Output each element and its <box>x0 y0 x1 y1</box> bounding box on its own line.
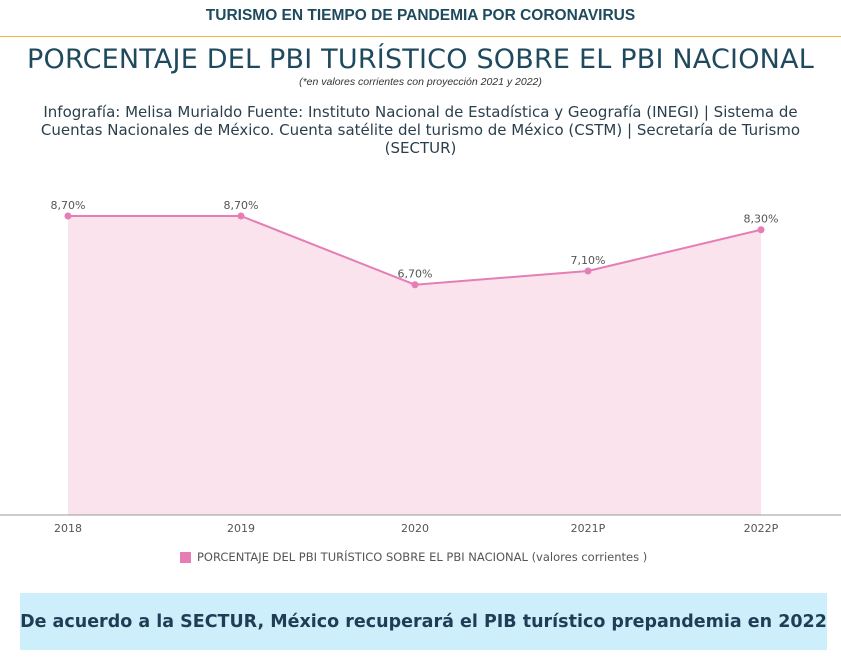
data-point <box>757 226 765 234</box>
data-label: 8,30% <box>744 213 779 226</box>
x-tick-label: 2018 <box>54 522 82 535</box>
x-tick-label: 2022P <box>744 522 779 535</box>
data-label: 8,70% <box>51 199 86 212</box>
legend-label: PORCENTAJE DEL PBI TURÍSTICO SOBRE EL PB… <box>197 550 648 564</box>
chart-subtitle: (*en valores corrientes con proyección 2… <box>299 76 542 88</box>
conclusion-banner: De acuerdo a la SECTUR, México recuperar… <box>20 593 827 650</box>
data-point <box>237 212 245 220</box>
banner-text: De acuerdo a la SECTUR, México recuperar… <box>20 611 827 632</box>
data-label: 8,70% <box>224 199 259 212</box>
legend-swatch <box>180 551 191 563</box>
chart-legend[interactable]: PORCENTAJE DEL PBI TURÍSTICO SOBRE EL PB… <box>180 549 647 565</box>
x-tick-label: 2021P <box>571 522 606 535</box>
data-point <box>584 267 592 275</box>
data-label: 6,70% <box>398 268 433 281</box>
header-divider <box>0 36 841 37</box>
area-chart: 8,70% 8,70% 6,70% 7,10% 8,30% 2018 2019 2020 202… <box>0 199 841 535</box>
x-tick-label: 2020 <box>401 522 429 535</box>
data-label: 7,10% <box>571 254 606 267</box>
data-point <box>64 212 72 220</box>
series-area-fill <box>68 216 761 515</box>
data-point <box>411 281 419 289</box>
chart-source: Infografía: Melisa Murialdo Fuente: Inst… <box>40 103 801 157</box>
x-tick-label: 2019 <box>227 522 255 535</box>
page-header-title: TURISMO EN TIEMPO DE PANDEMIA POR CORONA… <box>205 7 636 24</box>
chart-title: PORCENTAJE DEL PBI TURÍSTICO SOBRE EL PB… <box>27 44 814 75</box>
